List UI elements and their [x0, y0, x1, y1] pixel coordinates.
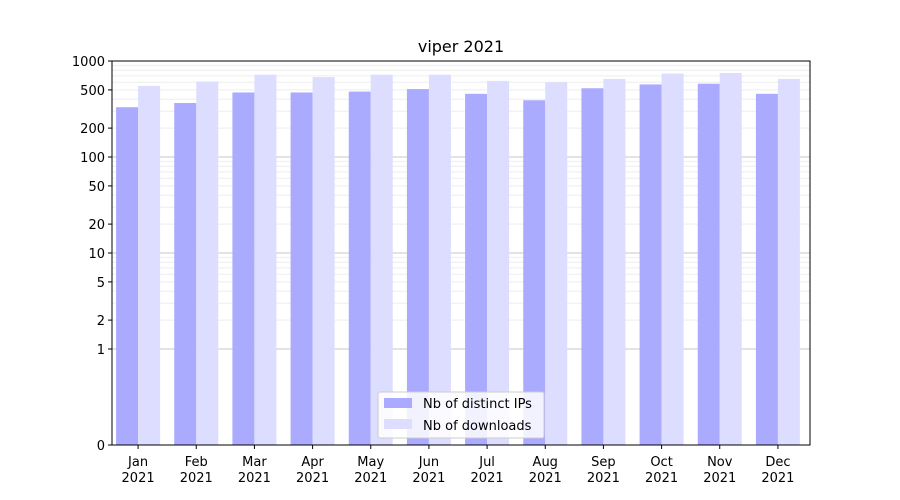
bar-distinct-ips	[116, 107, 139, 446]
y-tick-label: 0	[97, 439, 105, 454]
x-tick-label-year: 2021	[354, 471, 387, 486]
legend-swatch-distinct-ips	[384, 398, 412, 408]
bar-downloads	[254, 74, 277, 446]
legend-box	[377, 391, 545, 439]
x-tick-label-year: 2021	[703, 471, 736, 486]
bar-distinct-ips	[174, 103, 197, 445]
bar-downloads	[603, 78, 626, 445]
legend: Nb of distinct IPs Nb of downloads	[377, 391, 545, 439]
x-tick-label-month: Feb	[185, 455, 208, 470]
y-tick-label: 200	[80, 122, 105, 137]
bar-downloads	[312, 77, 335, 445]
x-tick-label-year: 2021	[761, 471, 794, 486]
bar-distinct-ips	[348, 91, 371, 446]
x-tick-label-month: Nov	[707, 455, 733, 470]
x-tick-label-year: 2021	[587, 471, 620, 486]
x-tick-label-month: Aug	[533, 455, 558, 470]
y-tick-label: 5	[97, 276, 105, 291]
legend-swatch-downloads	[384, 419, 412, 429]
x-tick-label-year: 2021	[471, 471, 504, 486]
x-tick-label-year: 2021	[122, 471, 155, 486]
y-tick-label: 500	[80, 84, 105, 99]
x-tick-label-year: 2021	[645, 471, 678, 486]
x-tick-label-year: 2021	[180, 471, 213, 486]
bars	[116, 72, 800, 446]
x-tick-label-year: 2021	[529, 471, 562, 486]
legend-label-downloads: Nb of downloads	[423, 419, 532, 434]
x-tick-label-month: Jul	[478, 455, 495, 470]
x-tick-label-month: Jan	[127, 455, 148, 470]
bar-distinct-ips	[755, 93, 778, 445]
chart-title: viper 2021	[418, 37, 504, 56]
y-tick-label: 20	[88, 218, 105, 233]
x-tick-label-month: Sep	[591, 455, 616, 470]
x-axis: Jan2021Feb2021Mar2021Apr2021May2021Jun20…	[122, 445, 794, 486]
x-tick-label-month: May	[357, 455, 384, 470]
bar-distinct-ips	[290, 92, 313, 445]
y-tick-label: 10	[88, 247, 105, 262]
bar-distinct-ips	[406, 89, 429, 445]
y-tick-label: 50	[88, 180, 105, 195]
bar-distinct-ips	[639, 84, 662, 446]
x-tick-label-month: Oct	[650, 455, 672, 470]
grid-lines	[112, 64, 810, 350]
bar-distinct-ips	[465, 93, 488, 445]
bar-downloads	[196, 81, 219, 445]
y-tick-label: 1000	[72, 55, 105, 70]
bar-downloads	[138, 85, 161, 446]
bar-distinct-ips	[523, 100, 546, 445]
y-tick-label: 100	[80, 151, 105, 166]
x-tick-label-month: Dec	[765, 455, 790, 470]
bar-downloads	[370, 74, 393, 446]
bar-downloads	[428, 74, 451, 446]
bar-distinct-ips	[697, 83, 720, 446]
y-tick-label: 2	[97, 314, 105, 329]
x-tick-label-year: 2021	[238, 471, 271, 486]
legend-label-distinct-ips: Nb of distinct IPs	[423, 397, 532, 412]
bar-downloads	[487, 80, 510, 446]
bar-downloads	[719, 72, 742, 446]
x-tick-label-month: Apr	[301, 455, 324, 470]
bar-downloads	[545, 82, 568, 445]
bar-downloads	[777, 78, 800, 445]
x-tick-label-year: 2021	[412, 471, 445, 486]
x-tick-label-month: Jun	[418, 455, 439, 470]
bar-downloads	[661, 73, 684, 445]
x-tick-label-month: Mar	[242, 455, 267, 470]
x-tick-label-year: 2021	[296, 471, 329, 486]
y-axis: 0 1 2 5 10 20 50 100 200 500 1000	[72, 55, 112, 454]
y-tick-label: 1	[97, 343, 105, 358]
bar-distinct-ips	[581, 88, 604, 446]
bar-distinct-ips	[232, 92, 255, 445]
